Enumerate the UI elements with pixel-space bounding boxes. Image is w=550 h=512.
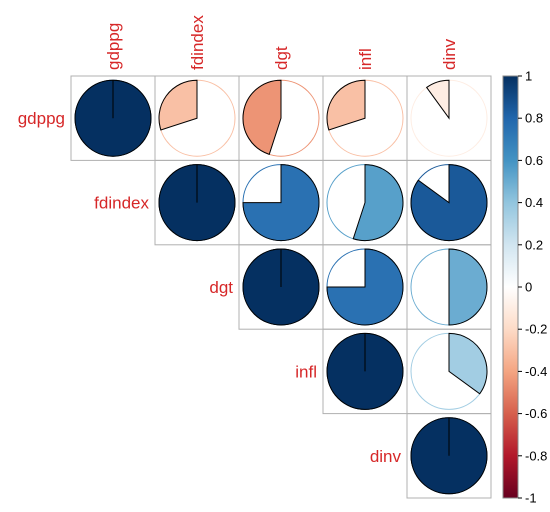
colorbar-tick-label: 0.8: [525, 111, 543, 126]
pie-slice: [158, 79, 198, 131]
pie-slice: [242, 79, 282, 155]
row-label-infl: infl: [295, 362, 317, 381]
corr-cell-infl-dinv: [406, 328, 492, 415]
cell-grid: [70, 75, 492, 499]
colorbar-tick-label: 0.6: [525, 153, 543, 168]
corr-cell-gdppg-fdindex: [154, 75, 240, 161]
corr-cell-gdppg-infl: [322, 75, 408, 161]
corr-cell-dgt-dinv: [406, 244, 492, 330]
col-label-gdppg: gdppg: [104, 23, 123, 70]
corr-cell-fdindex-dgt: [238, 159, 324, 246]
corr-cell-dgt-infl: [322, 244, 408, 330]
corr-cell-dinv-dinv: [406, 413, 492, 499]
row-label-dinv: dinv: [370, 447, 402, 466]
col-label-infl: infl: [356, 48, 375, 70]
colorbar-tick-label: -0.6: [525, 406, 547, 421]
colorbar-tick-label: -0.2: [525, 322, 547, 337]
colorbar-tick-label: 0.2: [525, 237, 543, 252]
pie-slice: [448, 248, 488, 326]
row-labels: gdppg fdindex dgt infl dinv: [18, 109, 402, 466]
corr-cell-gdppg-gdppg: [70, 75, 156, 161]
column-labels: gdppg fdindex dgt infl dinv: [104, 15, 459, 70]
pie-slice: [326, 248, 404, 326]
colorbar-tick-label: -1: [525, 491, 537, 506]
colorbar-tick-label: 1: [525, 69, 532, 84]
row-label-gdppg: gdppg: [18, 109, 65, 128]
corr-cell-dgt-dgt: [238, 244, 324, 330]
corr-cell-fdindex-fdindex: [154, 159, 240, 246]
pie-slice: [242, 164, 320, 242]
color-legend: 1 0.8 0.6 0.4 0.2 0 -0.2 -0.4 -0.6 -0.8 -1: [502, 69, 547, 506]
pie-slice: [352, 164, 404, 242]
row-label-dgt: dgt: [209, 278, 233, 297]
colorbar-gradient: [502, 75, 519, 499]
corr-cell-fdindex-dinv: [406, 159, 492, 246]
pie-slice: [326, 79, 366, 131]
colorbar-tick-label: 0.4: [525, 195, 543, 210]
col-label-dgt: dgt: [272, 46, 291, 70]
col-label-dinv: dinv: [440, 38, 459, 70]
colorbar-tick-label: -0.8: [525, 448, 547, 463]
corr-cell-gdppg-dgt: [238, 75, 324, 161]
pie-slice: [448, 332, 488, 395]
col-label-fdindex: fdindex: [188, 15, 207, 70]
cell-border: [406, 413, 492, 499]
corr-cell-gdppg-dinv: [406, 75, 492, 161]
pie-slice: [425, 79, 450, 120]
pie-slice: [410, 164, 488, 242]
colorbar-tick-label: -0.4: [525, 364, 547, 379]
row-label-fdindex: fdindex: [94, 194, 149, 213]
corr-cell-infl-infl: [322, 328, 408, 415]
colorbar-tick-label: 0: [525, 280, 532, 295]
corr-cell-fdindex-infl: [322, 159, 408, 246]
